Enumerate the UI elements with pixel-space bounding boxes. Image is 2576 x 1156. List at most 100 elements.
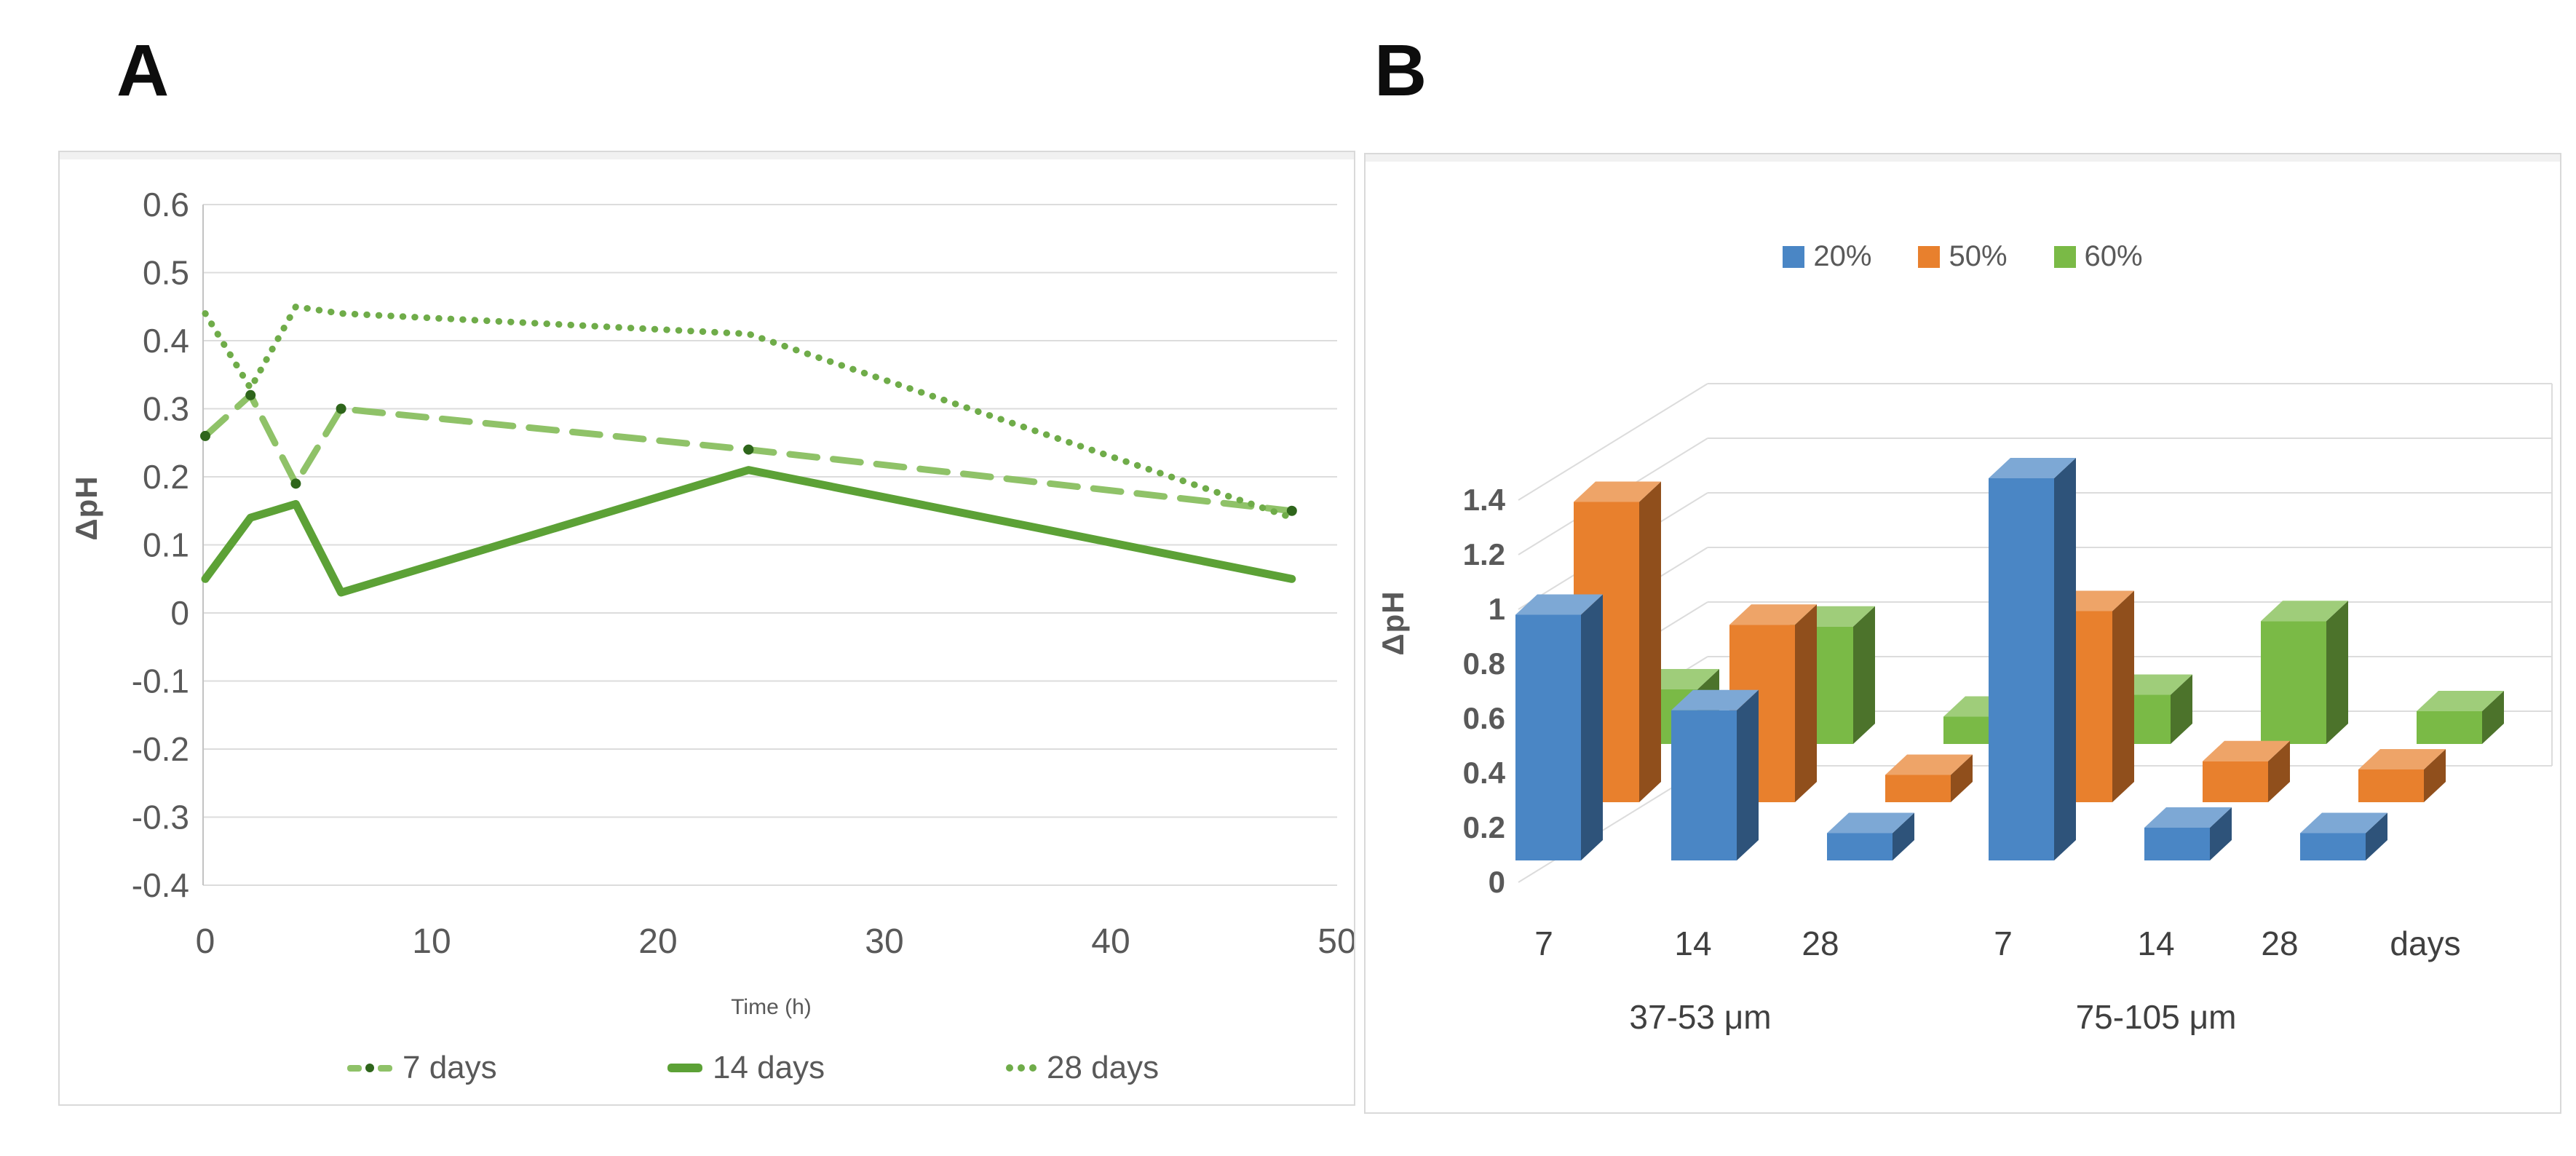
y-tick-label: 0.4 bbox=[1463, 756, 1506, 790]
series-marker bbox=[336, 403, 346, 414]
category-label: 14 bbox=[1674, 925, 1711, 962]
bar-chart-svg: 0 0.2 0.4 0.6 0.8 1 1.2 1.4 7 14 28 7 14 28 days bbox=[1463, 383, 2553, 962]
legend-swatch bbox=[2053, 245, 2076, 268]
y-axis-title-b: ΔpH bbox=[1376, 590, 1410, 656]
line-chart-svg: 0.60.50.40.30.20.10-0.1-0.2-0.3-0.40 10 20… bbox=[132, 186, 1354, 961]
bar-side bbox=[2366, 812, 2387, 860]
category-label: 7 bbox=[1534, 925, 1553, 962]
legend-item-7-days: 7 days bbox=[347, 1046, 497, 1090]
legend-label: 60% bbox=[2084, 240, 2143, 272]
legend-label: 20% bbox=[1813, 240, 1872, 272]
bar-top bbox=[2417, 691, 2504, 711]
bar-side bbox=[2482, 691, 2504, 744]
bar-side bbox=[2210, 807, 2232, 860]
group-label-2: 75-105 μm bbox=[2075, 998, 2237, 1036]
bar-side bbox=[2112, 590, 2134, 802]
y-tick-label: 1.2 bbox=[1463, 537, 1505, 571]
y-tick-label: 0.3 bbox=[143, 390, 189, 428]
y-tick-label: -0.2 bbox=[132, 730, 189, 768]
series-line-7-days bbox=[202, 392, 1296, 515]
panel-a-label: A bbox=[116, 30, 170, 111]
bar-60%-28 bbox=[2417, 711, 2482, 744]
x-tick-label: 20 bbox=[638, 922, 677, 961]
y-tick-label: 0.6 bbox=[143, 186, 189, 223]
legend-marker-14days bbox=[667, 1064, 702, 1072]
y-tick-label: 0.4 bbox=[143, 322, 189, 360]
line-chart-panel: 0.6 0.5 0.4 0.3 0.2 0.1 0 -0.1 -0.2 -0.3 -0.4 0 10 20… bbox=[58, 151, 1355, 1106]
y-tick-label: 1.4 bbox=[1463, 483, 1506, 517]
series-line-28-days bbox=[202, 303, 1296, 521]
bar-top bbox=[2358, 749, 2446, 769]
x-tick-label: 40 bbox=[1091, 922, 1130, 961]
legend-item-28-days: 28 days bbox=[1006, 1046, 1159, 1090]
wall-gridline bbox=[1518, 383, 1708, 501]
legend-item-60%: 60% bbox=[2053, 240, 2143, 273]
bar-top bbox=[1671, 689, 1759, 710]
chart-top-strip bbox=[1366, 154, 2560, 162]
bar-top bbox=[1989, 458, 2076, 478]
bar-top bbox=[1827, 812, 1914, 834]
bar-top bbox=[2300, 812, 2387, 834]
bar-20%-14 bbox=[2144, 828, 2210, 860]
series-marker bbox=[290, 478, 301, 489]
bar-50%-14 bbox=[2203, 761, 2268, 802]
bar-side bbox=[2424, 749, 2446, 802]
panel-b-label: B bbox=[1374, 30, 1427, 111]
bar-20%-28 bbox=[2300, 833, 2366, 860]
series-marker bbox=[200, 430, 210, 441]
bar-60%-14 bbox=[2261, 621, 2326, 744]
series-line-14-days bbox=[201, 466, 1296, 597]
y-tick-label: 0 bbox=[1489, 865, 1505, 899]
series-marker bbox=[245, 389, 256, 400]
y-tick-label: 0 bbox=[170, 594, 189, 632]
bar-side bbox=[2171, 674, 2192, 744]
legend-item-50%: 50% bbox=[1918, 240, 2008, 273]
axis-suffix-label: days bbox=[2390, 925, 2460, 962]
bar-top bbox=[2203, 740, 2290, 761]
bar-top bbox=[1515, 594, 1603, 615]
x-tick-label: 50 bbox=[1317, 922, 1354, 961]
y-tick-label: 0.6 bbox=[1463, 701, 1505, 735]
group-label-1: 37-53 μm bbox=[1629, 998, 1772, 1036]
legend-label: 28 days bbox=[1047, 1050, 1160, 1085]
legend-marker-7days bbox=[347, 1064, 392, 1072]
chart-top-strip bbox=[60, 152, 1354, 159]
y-tick-label: -0.3 bbox=[132, 799, 189, 836]
bar-side bbox=[2054, 458, 2076, 860]
bar-top bbox=[1885, 754, 1973, 775]
y-tick-label: 0.5 bbox=[143, 254, 189, 292]
y-tick-label: 0.1 bbox=[143, 526, 189, 564]
y-tick-label: 0.8 bbox=[1463, 646, 1505, 681]
bar-chart-panel: 0 0.2 0.4 0.6 0.8 1 1.2 1.4 7 14 28 7 14 28 days ΔpH 2… bbox=[1364, 153, 2561, 1114]
bar-side bbox=[1795, 604, 1817, 802]
category-label: 14 bbox=[2137, 925, 2174, 962]
bar-side bbox=[2326, 601, 2348, 744]
bar-50%-28 bbox=[1885, 775, 1951, 802]
bar-top bbox=[2144, 807, 2232, 828]
legend-swatch bbox=[1918, 245, 1941, 268]
legend-swatch bbox=[1783, 245, 1805, 268]
x-axis-title-a: Time (h) bbox=[731, 995, 812, 1019]
bar-side bbox=[1951, 754, 1973, 802]
x-tick-label: 30 bbox=[865, 922, 903, 961]
legend-label: 50% bbox=[1949, 240, 2008, 272]
legend-b: 20% 50% 60% bbox=[1366, 240, 2560, 273]
y-tick-label: 0.2 bbox=[1463, 810, 1505, 844]
legend-item-20%: 20% bbox=[1783, 240, 1871, 273]
legend-marker-28days bbox=[1006, 1064, 1037, 1072]
bar-side bbox=[1639, 481, 1661, 802]
x-tick-label: 10 bbox=[412, 922, 451, 961]
legend-a: 7 days 14 days 28 days bbox=[60, 1046, 1354, 1097]
y-tick-label: 0.2 bbox=[143, 458, 189, 496]
y-axis-title-a: ΔpH bbox=[69, 475, 103, 541]
bar-20%-14 bbox=[1671, 710, 1737, 860]
x-tick-label: 0 bbox=[196, 922, 215, 961]
legend-label: 7 days bbox=[403, 1050, 497, 1085]
bar-side bbox=[1853, 606, 1875, 744]
bar-top bbox=[1729, 604, 1817, 625]
bar-side bbox=[1893, 812, 1914, 860]
bar-50%-28 bbox=[2358, 769, 2424, 802]
bar-side bbox=[1581, 594, 1603, 860]
bar-top bbox=[2261, 601, 2348, 622]
